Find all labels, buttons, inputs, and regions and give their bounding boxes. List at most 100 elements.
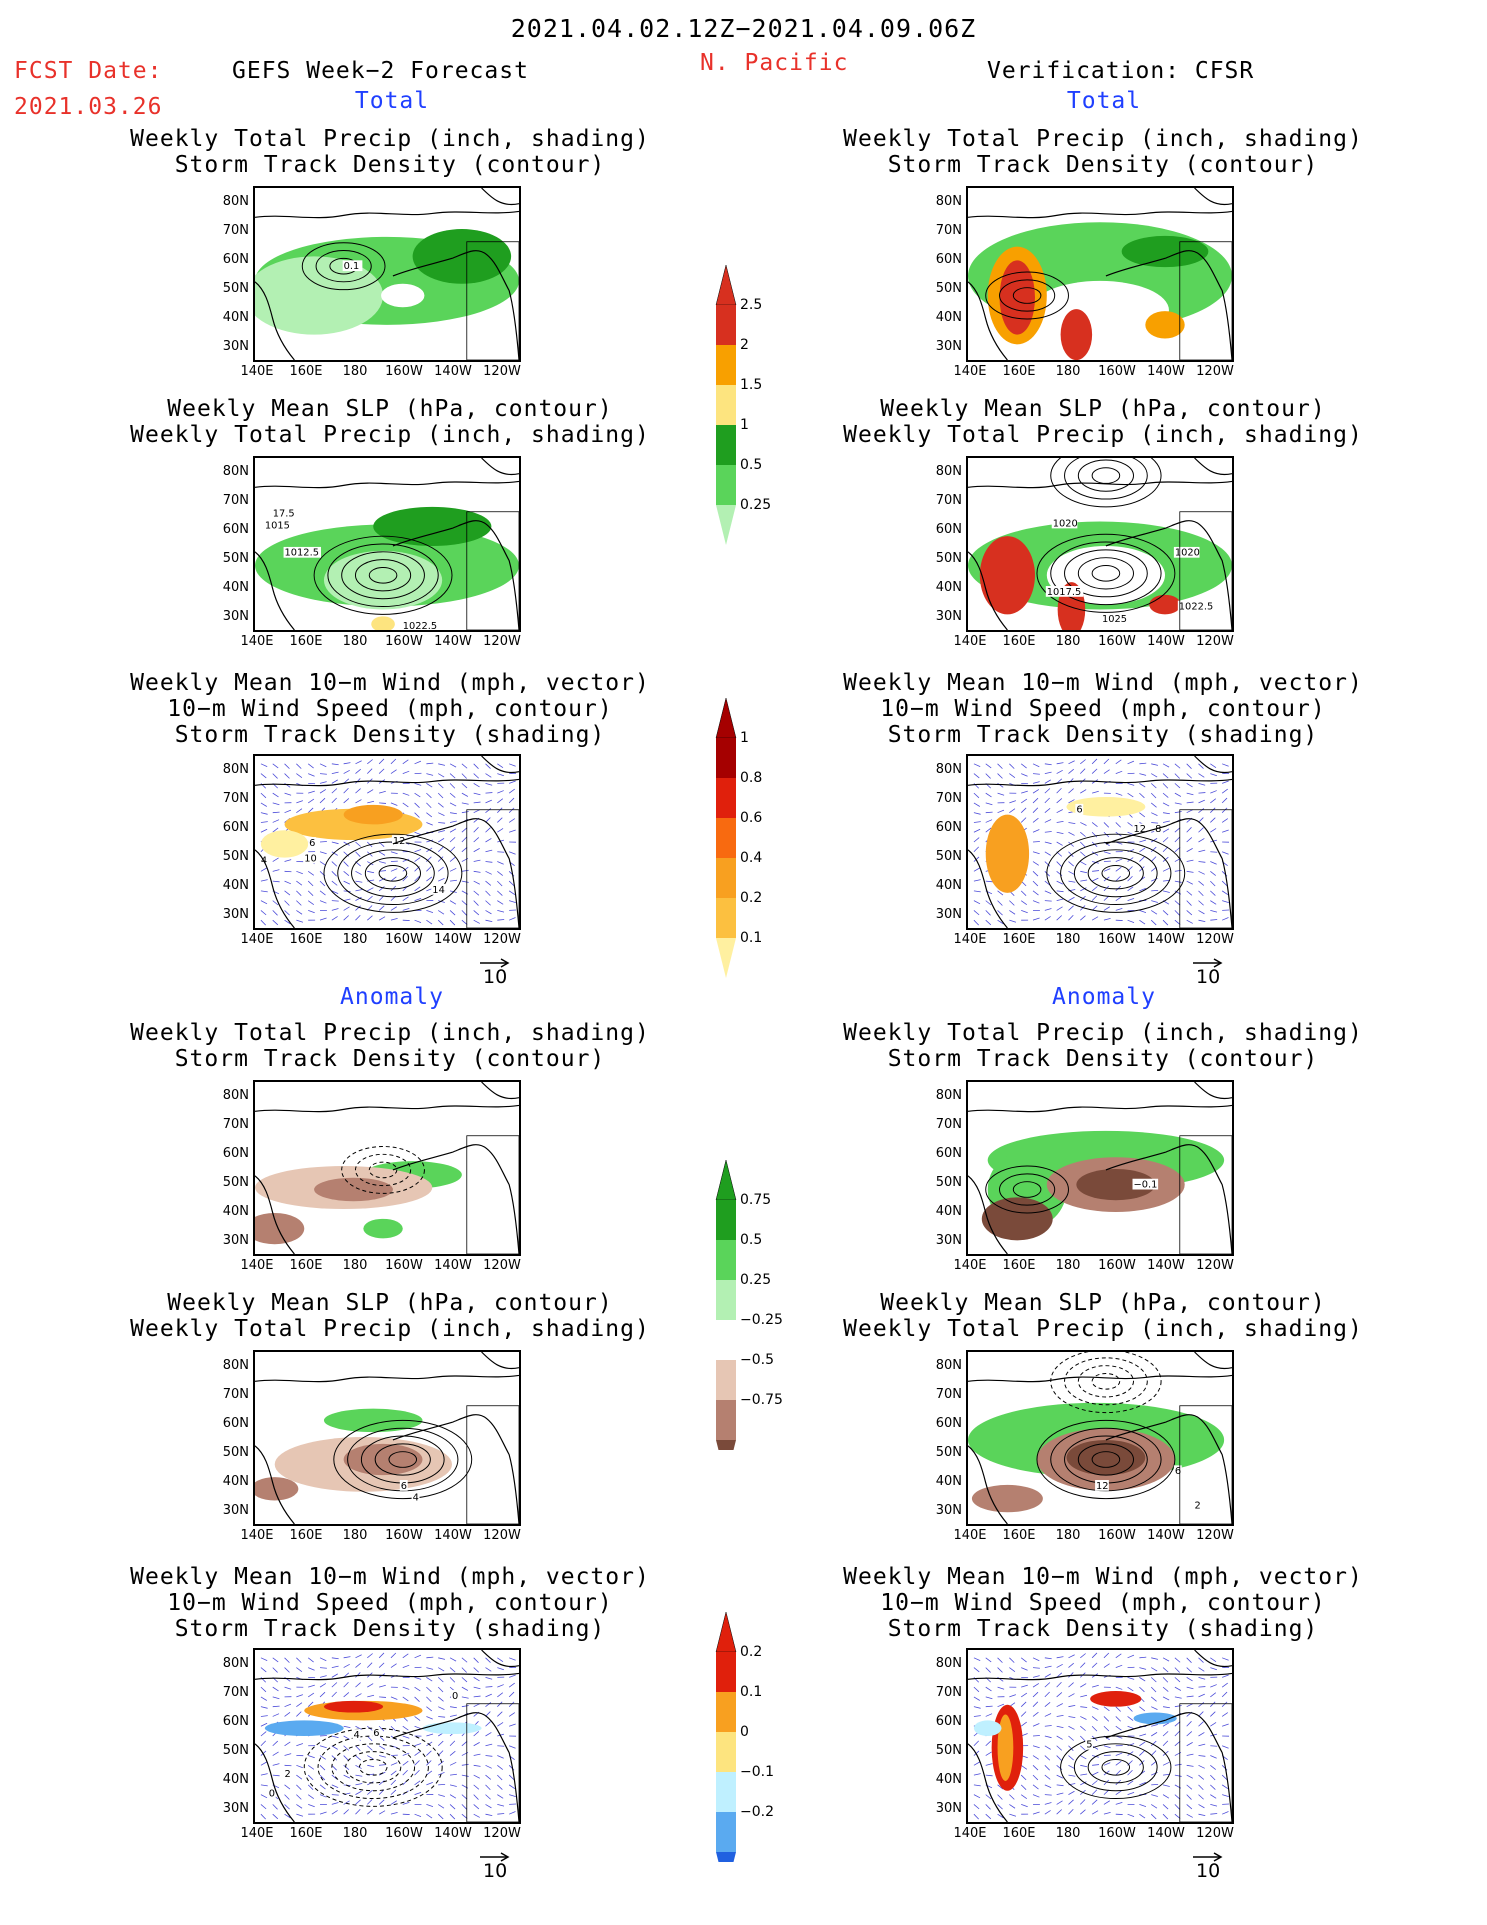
lon-tick-label: 120W [483, 1826, 521, 1841]
map-plot: 1020 1020 1017.5 1025 1022.5 [968, 458, 1232, 630]
lat-tick-label: 60N [222, 522, 249, 537]
contour-label: 6 [401, 1481, 407, 1492]
colorbar-tick-label: 0.2 [740, 1644, 763, 1660]
lat-tick-label: 80N [935, 762, 962, 777]
wind-speed-anomaly-contour [1060, 1735, 1172, 1800]
storm-track-contour [985, 1165, 1069, 1214]
lat-tick-label: 80N [935, 464, 962, 479]
lat-tick-label: 70N [935, 1685, 962, 1700]
lat-tick-label: 50N [222, 551, 249, 566]
lon-tick-label: 140E [240, 1258, 274, 1273]
slp-contour [1050, 458, 1162, 508]
panel-title-line: Weekly Mean SLP (hPa, contour) [167, 1290, 613, 1316]
coastline [255, 1352, 519, 1524]
contour-label-bg [1177, 600, 1216, 612]
precip-shading [381, 283, 425, 308]
panel-title-line: Storm Track Density (contour) [887, 152, 1319, 178]
storm-track-shading [260, 830, 309, 858]
precip-anomaly-shading [363, 1218, 403, 1239]
lat-tick-label: 70N [935, 1387, 962, 1402]
wind-vectors [260, 758, 517, 926]
colorbar-segment [716, 425, 736, 465]
lat-tick-label: 50N [222, 281, 249, 296]
panel-title-line: Storm Track Density (contour) [174, 1046, 606, 1072]
lon-tick-label: 140E [953, 1826, 987, 1841]
lon-tick-label: 160W [385, 1826, 423, 1841]
colorbar-tick-label: 2 [740, 337, 749, 353]
lon-tick-label: 140W [434, 932, 472, 947]
contour-label-bg [271, 507, 298, 519]
panel-title-line: Weekly Mean 10−m Wind (mph, vector) [843, 670, 1363, 696]
contour-label-bg [1045, 586, 1084, 597]
colorbar-segment [716, 1692, 736, 1732]
lon-tick-label: 180 [1055, 1826, 1081, 1841]
lat-tick-label: 50N [222, 1743, 249, 1758]
map-plot: 64 [255, 1352, 519, 1524]
lat-tick-label: 60N [222, 820, 249, 835]
precip-anomaly-shading [981, 1197, 1053, 1241]
contour-label: 1020 [1175, 548, 1200, 559]
lon-tick-label: 180 [342, 1258, 368, 1273]
map-plot: −0.1 [968, 1082, 1232, 1254]
colorbar-segment [716, 1812, 736, 1852]
map-panel-r1-c1: 1020 1020 1017.5 1025 1022.5 [966, 456, 1234, 632]
lat-tick-label: 80N [935, 194, 962, 209]
lat-tick-label: 80N [935, 1358, 962, 1373]
lon-tick-label: 160E [1002, 1826, 1036, 1841]
precip-shading [999, 260, 1035, 335]
precip-anomaly-shading [255, 1477, 299, 1501]
lon-tick-label: 120W [1196, 634, 1234, 649]
coastline [968, 188, 1232, 360]
lat-tick-label: 80N [222, 464, 249, 479]
panel-title-line: 10−m Wind Speed (mph, contour) [880, 696, 1326, 722]
lon-tick-label: 120W [483, 932, 521, 947]
colorbar-tick-label: 0.1 [740, 930, 763, 946]
colorbar-tick-label: 0.5 [740, 457, 763, 473]
lat-tick-label: 30N [222, 1801, 249, 1816]
colorbar-bottom-triangle [716, 505, 736, 545]
lon-tick-label: 160E [1002, 1528, 1036, 1543]
lat-tick-label: 60N [935, 252, 962, 267]
lat-tick-label: 60N [222, 1714, 249, 1729]
lon-tick-label: 120W [483, 634, 521, 649]
fcst-date-value: 2021.03.26 [14, 94, 163, 120]
colorbar-tick-label: 0.5 [740, 1232, 763, 1248]
contour-label: 12 [1133, 824, 1146, 835]
contour-label: 4 [413, 1493, 419, 1504]
panel-title-line: Weekly Total Precip (inch, shading) [843, 126, 1363, 152]
lon-tick-label: 160W [385, 634, 423, 649]
map-plot: 0.1 [255, 188, 519, 360]
map-panel-r3-c1: −0.1 [966, 1080, 1234, 1256]
lon-tick-label: 140W [434, 1826, 472, 1841]
lon-tick-label: 140E [240, 1528, 274, 1543]
precip-anomaly-shading [323, 1408, 423, 1433]
precip-anomaly-shading [314, 1177, 393, 1202]
panel-title-line: Weekly Mean 10−m Wind (mph, vector) [130, 1564, 650, 1590]
lat-tick-label: 70N [222, 493, 249, 508]
contour-label: 6 [1076, 805, 1082, 816]
colorbar-segment [716, 1772, 736, 1812]
lat-tick-label: 60N [222, 1146, 249, 1161]
colorbar-track-anomaly [715, 1612, 737, 1862]
precip-shading [412, 229, 512, 284]
panel-title-line: Weekly Mean 10−m Wind (mph, vector) [130, 670, 650, 696]
lat-tick-label: 80N [935, 1088, 962, 1103]
lat-tick-label: 70N [222, 791, 249, 806]
colorbar-tick-label: 0.8 [740, 770, 763, 786]
lon-tick-label: 180 [342, 1826, 368, 1841]
colorbar-precip-total [715, 265, 737, 545]
contour-label: 1020 [1053, 518, 1078, 529]
lon-tick-label: 140W [1147, 634, 1185, 649]
lon-tick-label: 140W [434, 364, 472, 379]
lon-tick-label: 160E [289, 932, 323, 947]
storm-track-anomaly-shading [1090, 1691, 1142, 1707]
lon-tick-label: 120W [483, 1258, 521, 1273]
lon-tick-label: 160E [289, 1258, 323, 1273]
lon-tick-label: 160E [289, 1826, 323, 1841]
colorbar-tick-label: −0.75 [740, 1392, 783, 1408]
contour-label: 2 [285, 1769, 291, 1780]
contour-label: 6 [373, 1728, 379, 1739]
precip-shading [1145, 311, 1185, 339]
vector-scale-right-anomaly: 10 [1192, 1848, 1224, 1882]
storm-track-anomaly-shading [264, 1720, 344, 1736]
